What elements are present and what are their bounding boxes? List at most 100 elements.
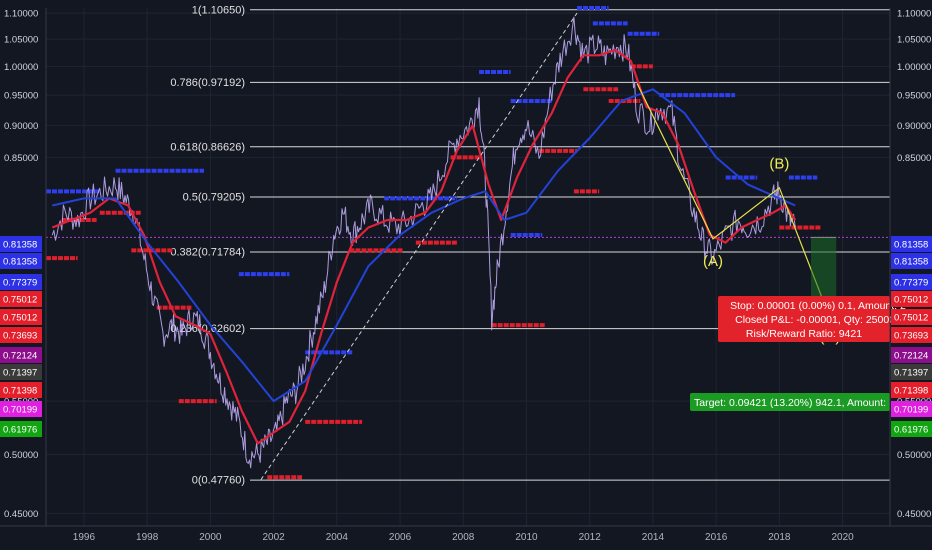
risk-reward-text: Risk/Reward Ratio: 9421 — [746, 328, 862, 340]
price-badge-left-label: 0.81358 — [3, 240, 37, 251]
x-tick-label: 2010 — [515, 532, 538, 543]
price-badge-left-label: 0.71398 — [3, 386, 37, 397]
fib-level-label: 0.5(0.79205) — [183, 191, 245, 203]
plot-area — [46, 8, 890, 526]
price-badge-right — [891, 364, 932, 380]
fib-level-label: 1(1.10650) — [192, 4, 245, 16]
price-badge-right-label: 0.71398 — [894, 386, 928, 397]
y-tick-label-left: 1.00000 — [4, 62, 38, 73]
price-badge-left — [0, 364, 42, 380]
price-badge-right-label: 0.70199 — [894, 405, 928, 416]
y-tick-label-left: 0.50000 — [4, 450, 38, 461]
x-tick-label: 2000 — [199, 532, 222, 543]
price-badge-right — [891, 291, 932, 307]
x-tick-label: 2016 — [705, 532, 728, 543]
wave-label: (B) — [769, 156, 789, 173]
price-badge-left — [0, 421, 42, 437]
price-badge-left — [0, 236, 42, 252]
x-tick-label: 1996 — [73, 532, 96, 543]
price-line — [51, 16, 796, 469]
x-tick-label: 2014 — [642, 532, 665, 543]
y-tick-label-right: 1.05000 — [897, 35, 931, 46]
price-badge-left — [0, 347, 42, 363]
y-tick-label-right: 0.85000 — [897, 153, 931, 164]
y-tick-label-left: 0.45000 — [4, 509, 38, 520]
price-badge-left — [0, 253, 42, 269]
price-badge-left-label: 0.70199 — [3, 405, 37, 416]
y-tick-label-right: 0.45000 — [897, 509, 931, 520]
price-series — [51, 16, 797, 469]
target-info-box[interactable] — [690, 393, 890, 411]
price-badge-right — [891, 309, 932, 325]
abc-wave-line[interactable] — [636, 83, 831, 319]
price-badge-right-label: 0.71397 — [894, 368, 928, 379]
trend-dashed-line[interactable] — [260, 12, 578, 480]
price-badge-right — [891, 253, 932, 269]
y-tick-label-right: 0.50000 — [897, 450, 931, 461]
price-badge-right — [891, 382, 932, 398]
price-badge-right — [891, 347, 932, 363]
red-moving-average — [51, 48, 797, 445]
x-tick-label: 2004 — [326, 532, 349, 543]
y-tick-label-left: 1.05000 — [4, 35, 38, 46]
pivot-levels — [46, 6, 890, 480]
price-badge-right-label: 0.61976 — [894, 425, 928, 436]
y-tick-label-left: 0.95000 — [4, 91, 38, 102]
price-badge-right — [891, 421, 932, 437]
price-badge-left-label: 0.71397 — [3, 368, 37, 379]
y-tick-label-right: 0.90000 — [897, 121, 931, 132]
price-badge-left — [0, 309, 42, 325]
price-badge-left — [0, 274, 42, 290]
fib-retracement[interactable]: 1(1.10650) 0.786(0.97192) 0.618(0.86626) 0.… — [170, 4, 890, 487]
price-badge-left-label: 0.81358 — [3, 257, 37, 268]
price-badge-right-label: 0.81358 — [894, 257, 928, 268]
stop-text: Stop: 0.00001 (0.00%) 0.1, Amount: 2 — [730, 300, 906, 312]
x-tick-label: 2012 — [579, 532, 602, 543]
price-badge-left-label: 0.61976 — [3, 425, 37, 436]
fib-level-label: 0.382(0.71784) — [170, 247, 245, 259]
price-badge-right-label: 0.75012 — [894, 295, 928, 306]
price-badge-right — [891, 327, 932, 343]
y-tick-label-left: 0.85000 — [4, 153, 38, 164]
blue-moving-average — [52, 88, 796, 403]
price-badge-right-label: 0.73693 — [894, 331, 928, 342]
x-tick-label: 1998 — [136, 532, 159, 543]
y-tick-label-right: 1.00000 — [897, 62, 931, 73]
y-tick-label-left: 0.90000 — [4, 121, 38, 132]
fib-level-label: 0.786(0.97192) — [170, 77, 245, 89]
stop-info-box[interactable] — [718, 296, 890, 342]
fib-level-label: 0(0.47760) — [192, 475, 245, 487]
price-badge-left — [0, 382, 42, 398]
axes: 1996 1998 2000 2002 2004 2006 2008 2010 2012 2014… — [0, 8, 932, 543]
price-badge-right-label: 0.81358 — [894, 240, 928, 251]
y-tick-label-right: 1.10000 — [897, 9, 931, 20]
price-badge-left-label: 0.72124 — [3, 351, 37, 362]
price-badge-left — [0, 291, 42, 307]
x-tick-label: 2008 — [452, 532, 475, 543]
price-badge-left-label: 0.75012 — [3, 295, 37, 306]
wave-label: (A) — [703, 253, 723, 270]
price-badge-left — [0, 401, 42, 417]
price-badge-left — [0, 327, 42, 343]
x-tick-label: 2002 — [262, 532, 285, 543]
price-badge-right-label: 0.75012 — [894, 313, 928, 324]
fib-level-label: 0.618(0.86626) — [170, 141, 245, 153]
drawings[interactable]: (A)(B)(C)Stop: 0.00001 (0.00%) 0.1, Amou… — [260, 12, 906, 480]
price-badge-left-label: 0.77379 — [3, 278, 37, 289]
x-tick-label: 2006 — [389, 532, 412, 543]
fib-level-label: 0.236(0.62602) — [170, 323, 245, 335]
price-badge-left-label: 0.73693 — [3, 331, 37, 342]
y-tick-label-right: 0.95000 — [897, 91, 931, 102]
price-badge-right — [891, 274, 932, 290]
price-badge-right-label: 0.77379 — [894, 278, 928, 289]
target-text: Target: 0.09421 (13.20%) 942.1, Amount: — [694, 397, 886, 409]
price-badge-right-label: 0.72124 — [894, 351, 928, 362]
x-tick-label: 2018 — [768, 532, 791, 543]
x-tick-label: 2020 — [831, 532, 854, 543]
y-tick-label-left: 1.10000 — [4, 9, 38, 20]
pnl-text: Closed P&L: -0.00001, Qty: 250000 — [735, 314, 901, 326]
price-badge-right — [891, 401, 932, 417]
price-badge-right — [891, 236, 932, 252]
